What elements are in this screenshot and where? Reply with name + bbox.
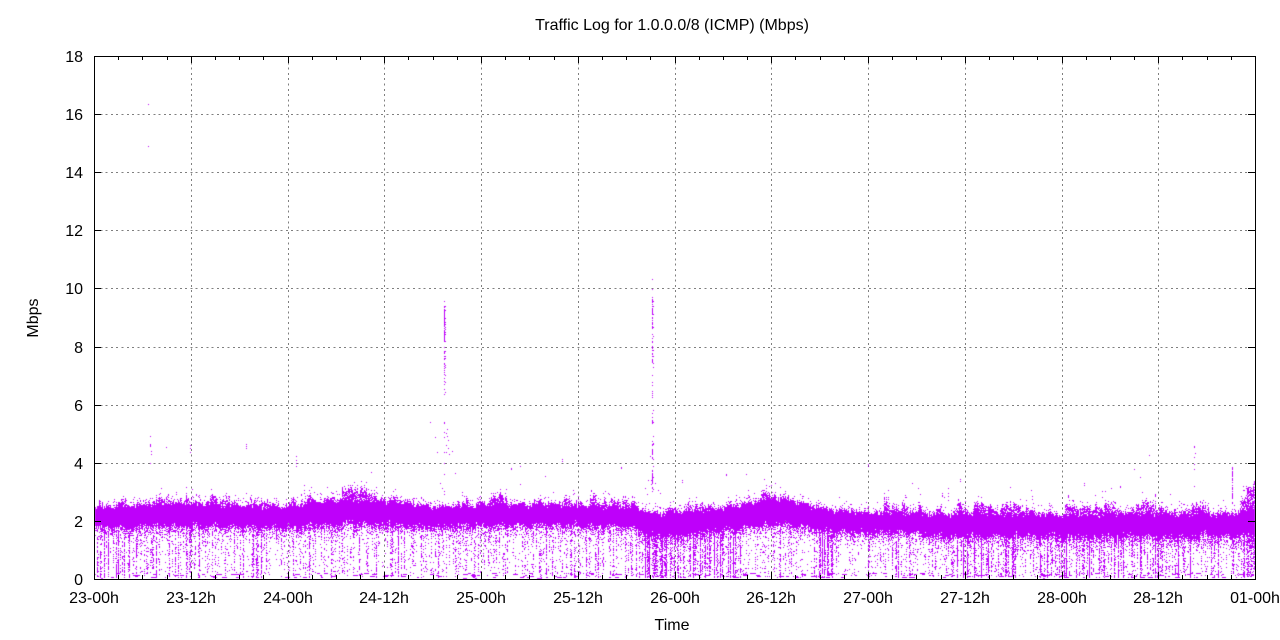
svg-text:28-12h: 28-12h [1133,590,1183,607]
svg-text:27-00h: 27-00h [843,590,893,607]
svg-text:27-12h: 27-12h [940,590,990,607]
svg-text:23-00h: 23-00h [69,590,119,607]
svg-text:28-00h: 28-00h [1037,590,1087,607]
svg-text:0: 0 [74,572,83,589]
svg-text:18: 18 [65,49,83,66]
svg-text:Time: Time [655,617,690,634]
svg-text:26-00h: 26-00h [650,590,700,607]
svg-text:8: 8 [74,340,83,357]
svg-text:24-12h: 24-12h [359,590,409,607]
svg-text:25-00h: 25-00h [456,590,506,607]
svg-text:12: 12 [65,223,83,240]
svg-text:25-12h: 25-12h [553,590,603,607]
svg-text:16: 16 [65,107,83,124]
svg-text:10: 10 [65,281,83,298]
svg-text:23-12h: 23-12h [166,590,216,607]
svg-text:Traffic Log for 1.0.0.0/8 (ICM: Traffic Log for 1.0.0.0/8 (ICMP) (Mbps) [535,17,809,34]
svg-text:2: 2 [74,514,83,531]
svg-text:26-12h: 26-12h [746,590,796,607]
svg-text:4: 4 [74,456,83,473]
svg-text:24-00h: 24-00h [263,590,313,607]
svg-text:Mbps: Mbps [25,298,42,337]
svg-text:01-00h: 01-00h [1230,590,1280,607]
svg-text:14: 14 [65,165,83,182]
svg-text:6: 6 [74,398,83,415]
